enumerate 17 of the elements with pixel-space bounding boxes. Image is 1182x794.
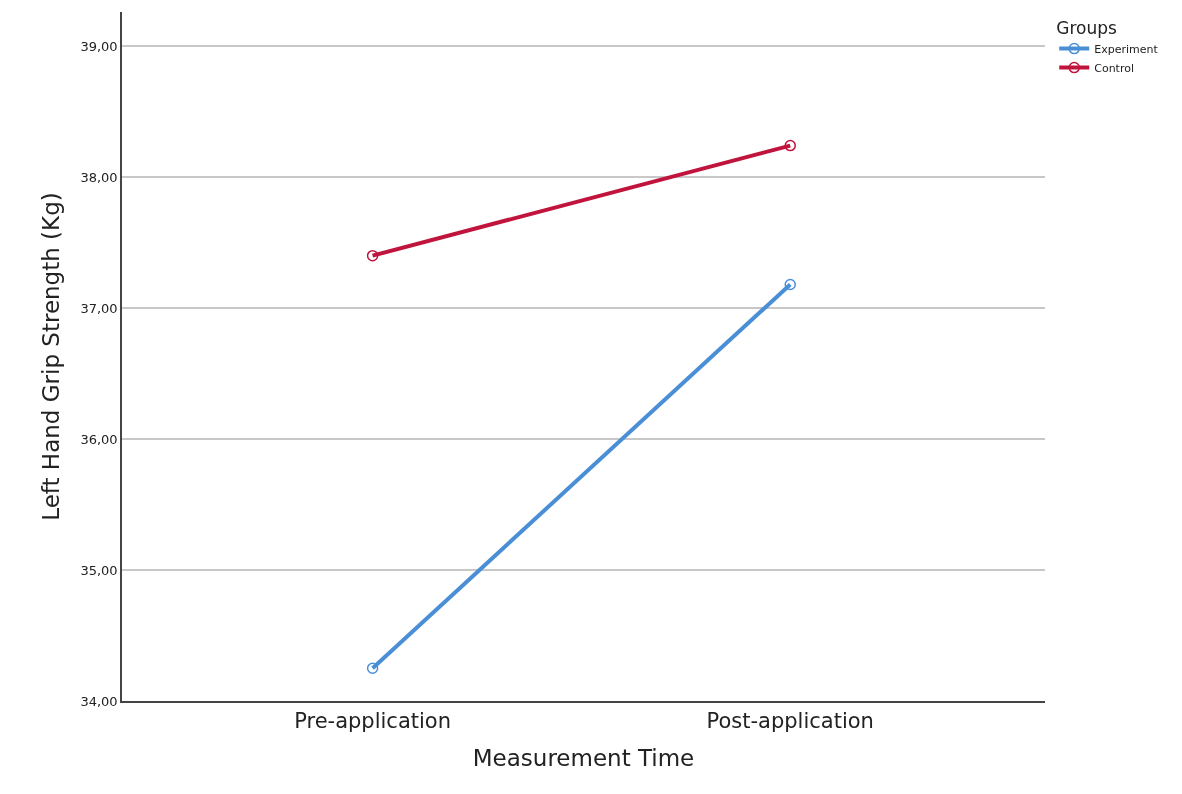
point [784,139,796,152]
point [366,249,379,262]
legend-title: Groups [1056,18,1117,39]
legend-label: Experiment [1094,42,1159,56]
x-tick-label: Pre-application [294,708,451,733]
y-tick-label: 35,00 [80,562,118,578]
legend-label: Control [1094,61,1134,75]
point [366,662,379,674]
x-tick-label: Post-application [706,708,874,733]
point [784,278,796,291]
y-tick-label: 38,00 [80,169,118,185]
y-tick-label: 34,00 [80,693,118,709]
x-axis-title: Measurement Time [472,745,695,772]
y-tick-label: 39,00 [80,38,118,54]
y-axis-title: Left Hand Grip Strength (Kg) [38,192,65,521]
y-tick-label: 37,00 [80,300,118,316]
y-tick-label: 36,00 [80,431,118,447]
